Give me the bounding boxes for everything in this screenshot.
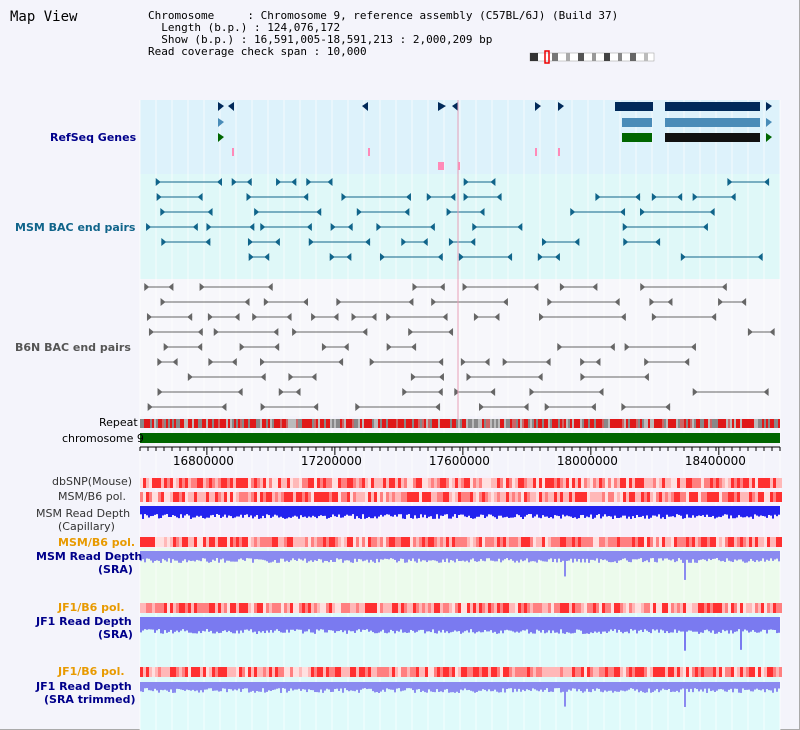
coverage-label: Read coverage check span <box>148 45 307 58</box>
jf1-read-depth-trimmed-label: JF1 Read Depth <box>36 680 132 693</box>
b6n-bac-end-pairs[interactable] <box>144 283 775 411</box>
axis-tick-label: 17600000 <box>428 454 490 468</box>
jf1-read-depth-sra-track <box>140 617 780 651</box>
axis-tick-label: 16800000 <box>172 454 234 468</box>
chromosome-label: chromosome 9 <box>62 432 144 445</box>
dbsnp-label: dbSNP(Mouse) <box>52 475 133 488</box>
msm-b6-pol-track-2 <box>140 537 782 547</box>
chromosome-info: Chromosome : Chromosome 9, reference ass… <box>148 9 619 58</box>
msm-b6-pol-label: MSM/B6 pol. <box>58 490 126 503</box>
msm-b6-pol-label-2: MSM/B6 pol. <box>58 536 136 549</box>
msm-read-depth-sra-sub: (SRA) <box>98 563 133 576</box>
msm-read-depth-capillary-track <box>140 506 780 519</box>
jf1-read-depth-sra-sub: (SRA) <box>98 628 133 641</box>
chromosome-value: Chromosome 9, reference assembly (C57BL/… <box>260 9 619 22</box>
ideogram-position-marker <box>544 50 550 64</box>
refseq-label[interactable]: RefSeq Genes <box>50 131 137 144</box>
axis-tick-label: 18400000 <box>684 454 746 468</box>
jf1-read-depth-trimmed-sub: (SRA trimmed) <box>44 693 136 706</box>
axis-tick-label: 18000000 <box>556 454 618 468</box>
msm-read-depth-capillary-label: MSM Read Depth <box>36 507 131 520</box>
chromosome-label: Chromosome <box>148 9 215 22</box>
chromosome-ideogram[interactable] <box>529 50 655 64</box>
b6n-bac-label[interactable]: B6N BAC end pairs <box>15 341 131 354</box>
axis-tick-label: 17200000 <box>300 454 362 468</box>
dbsnp-track <box>140 478 782 488</box>
msm-b6-pol-track <box>140 492 782 502</box>
jf1-read-depth-trimmed-track <box>140 682 780 707</box>
repeat-track <box>140 419 780 428</box>
msm-bac-end-pairs[interactable] <box>146 178 770 261</box>
page-title: Map View <box>10 9 78 25</box>
jf1-b6-pol-track <box>140 603 782 613</box>
length-label: Length (b.p.) <box>161 21 248 34</box>
repeat-label: Repeat <box>99 416 138 429</box>
msm-read-depth-sra-track <box>140 551 780 580</box>
show-label: Show (b.p.) <box>161 33 235 46</box>
coverage-value: 10,000 <box>326 45 367 58</box>
refseq-gene-features[interactable] <box>218 102 772 170</box>
jf1-b6-pol-track-2 <box>140 667 782 677</box>
jf1-b6-pol-label: JF1/B6 pol. <box>58 601 125 614</box>
position-ruler <box>139 446 781 455</box>
msm-bac-label[interactable]: MSM BAC end pairs <box>15 221 136 234</box>
chromosome-bar <box>140 433 780 443</box>
msm-read-depth-capillary-sub: (Capillary) <box>58 520 115 533</box>
jf1-b6-pol-label-2: JF1/B6 pol. <box>58 665 125 678</box>
jf1-read-depth-sra-label: JF1 Read Depth <box>36 615 132 628</box>
show-value: 16,591,005-18,591,213 : 2,000,209 bp <box>253 33 493 46</box>
length-value: 124,076,172 <box>267 21 341 34</box>
msm-read-depth-sra-label: MSM Read Depth <box>36 550 143 563</box>
